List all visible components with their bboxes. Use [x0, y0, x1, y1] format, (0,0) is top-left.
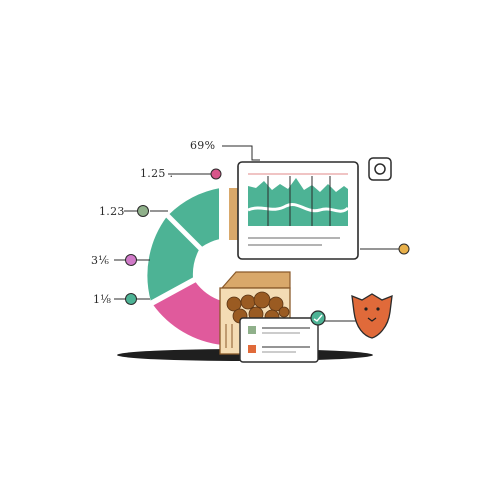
donut-segment-pink — [150, 279, 223, 348]
donut-chart — [145, 185, 239, 348]
area-chart-wave — [247, 203, 350, 213]
monitor-card — [237, 161, 359, 260]
check-arrow-icon — [310, 310, 326, 326]
list-card — [239, 317, 319, 363]
callout-dot-teal — [125, 293, 137, 305]
callout-label-c: 3⅙ — [91, 254, 109, 267]
donut-segment-teal-top — [166, 185, 221, 250]
callout-dot-yellow — [398, 243, 410, 255]
donut-segment-tan — [229, 188, 239, 240]
callout-dot-purple — [125, 254, 137, 266]
callout-label-d: 1⅛ — [93, 293, 111, 306]
callout-label-b: 1.23 — [99, 205, 125, 218]
callout-label-top: 69% — [190, 139, 215, 152]
callout-dot-red — [210, 168, 222, 180]
callout-dot-green — [137, 205, 149, 217]
area-chart-fill — [248, 178, 348, 226]
donut-segment-teal-left — [145, 214, 202, 304]
callout-label-a: 1.25 . — [140, 167, 173, 180]
fox-face-icon — [351, 293, 393, 339]
circle-target-icon — [368, 157, 392, 181]
